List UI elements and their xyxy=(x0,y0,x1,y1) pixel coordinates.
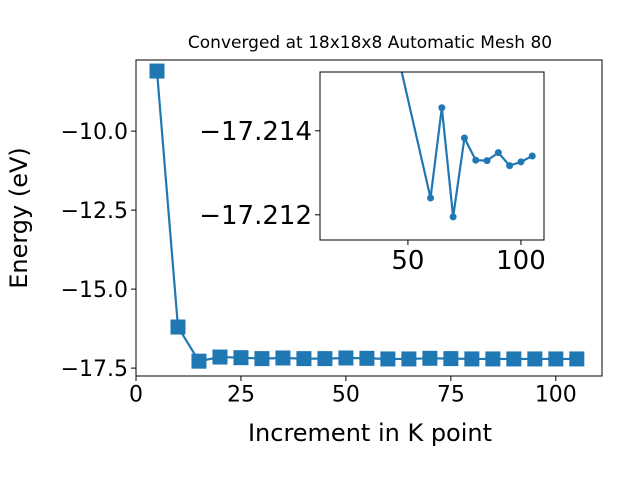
marker xyxy=(527,351,543,367)
marker xyxy=(506,351,522,367)
x-axis-label: Increment in K point xyxy=(248,419,492,447)
marker xyxy=(212,349,228,365)
axes-frame xyxy=(135,59,603,377)
marker xyxy=(380,351,396,367)
x-tick-label: 50 xyxy=(391,246,424,276)
plot-area xyxy=(320,72,544,240)
chart-title: Converged at 18x18x8 Automatic Mesh 80 xyxy=(188,33,552,53)
x-tick-label: 100 xyxy=(535,383,577,408)
marker xyxy=(528,152,536,160)
y-axis-label: Energy (eV) xyxy=(5,147,33,289)
marker xyxy=(296,351,312,367)
marker xyxy=(359,350,375,366)
marker xyxy=(506,162,514,170)
marker xyxy=(317,351,333,367)
marker xyxy=(485,351,501,367)
marker xyxy=(548,351,564,367)
y-tick-label: −17.5 xyxy=(61,357,128,382)
marker xyxy=(472,156,480,164)
plot-clip xyxy=(400,72,536,221)
marker xyxy=(422,350,438,366)
marker xyxy=(233,350,249,366)
marker xyxy=(338,350,354,366)
marker xyxy=(569,351,585,367)
marker xyxy=(464,351,480,367)
x-tick-label: 0 xyxy=(129,383,143,408)
x-tick-label: 100 xyxy=(496,246,546,276)
marker xyxy=(401,351,417,367)
y-tick-label: −12.5 xyxy=(61,199,128,224)
y-tick-label: −17.212 xyxy=(199,201,312,231)
marker xyxy=(170,319,186,335)
marker xyxy=(443,351,459,367)
marker xyxy=(483,157,491,165)
marker xyxy=(449,213,457,221)
plot-clip xyxy=(149,63,585,369)
y-tick-label: −10.0 xyxy=(61,120,128,145)
x-tick-label: 25 xyxy=(227,383,255,408)
marker xyxy=(427,194,435,202)
marker xyxy=(460,134,468,142)
marker xyxy=(275,350,291,366)
x-tick-label: 75 xyxy=(437,383,465,408)
marker xyxy=(517,158,525,166)
marker xyxy=(149,63,165,79)
x-tick-label: 50 xyxy=(332,383,360,408)
marker xyxy=(191,353,207,369)
y-tick-label: −17.214 xyxy=(199,117,312,147)
axes-frame xyxy=(319,71,545,241)
marker xyxy=(254,351,270,367)
marker xyxy=(438,104,446,112)
marker xyxy=(494,149,502,157)
y-tick-label: −15.0 xyxy=(61,278,128,303)
